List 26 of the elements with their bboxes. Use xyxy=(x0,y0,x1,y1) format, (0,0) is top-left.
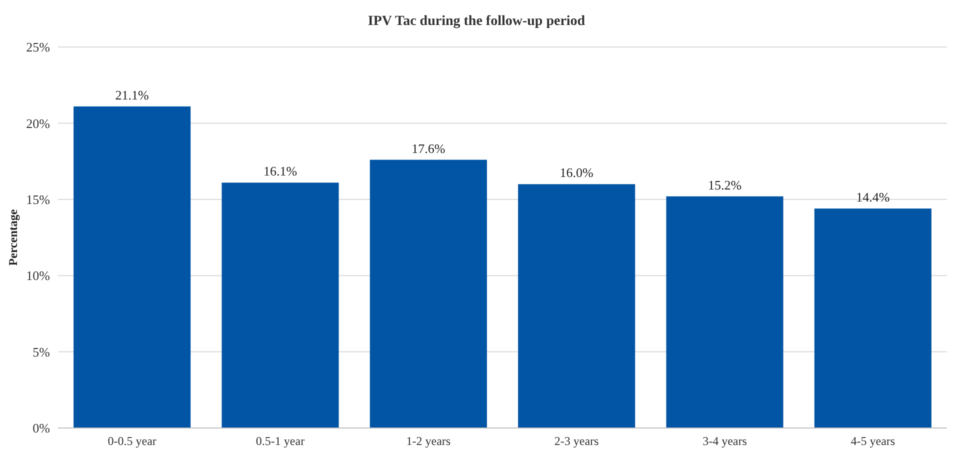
data-label: 15.2% xyxy=(708,177,742,192)
x-tick-label: 2-3 years xyxy=(554,434,600,448)
y-tick-label: 5% xyxy=(32,344,50,360)
x-tick-label: 3-4 years xyxy=(702,434,748,448)
bar xyxy=(222,182,339,428)
y-tick-label: 0% xyxy=(32,420,50,436)
y-tick-label: 15% xyxy=(26,192,50,207)
x-tick-label: 1-2 years xyxy=(406,434,451,448)
y-tick-label: 10% xyxy=(26,268,50,284)
x-tick-label: 4-5 years xyxy=(850,434,896,448)
bar xyxy=(814,208,932,428)
x-tick-label: 0.5-1 year xyxy=(256,434,305,448)
data-label: 14.4% xyxy=(856,190,890,205)
y-tick-label: 25% xyxy=(26,40,50,55)
bar xyxy=(518,184,636,428)
bar xyxy=(666,196,784,428)
y-axis-title: Percentage xyxy=(6,208,20,266)
bar xyxy=(370,160,487,428)
data-label: 16.0% xyxy=(560,165,594,180)
chart-title: IPV Tac during the follow-up period xyxy=(368,14,586,29)
data-label: 21.1% xyxy=(115,87,150,102)
data-label: 16.1% xyxy=(263,164,298,179)
x-tick-label: 0-0.5 year xyxy=(108,434,156,448)
data-label: 17.6% xyxy=(412,140,446,156)
bar xyxy=(74,106,191,428)
y-tick-label: 20% xyxy=(26,116,50,131)
